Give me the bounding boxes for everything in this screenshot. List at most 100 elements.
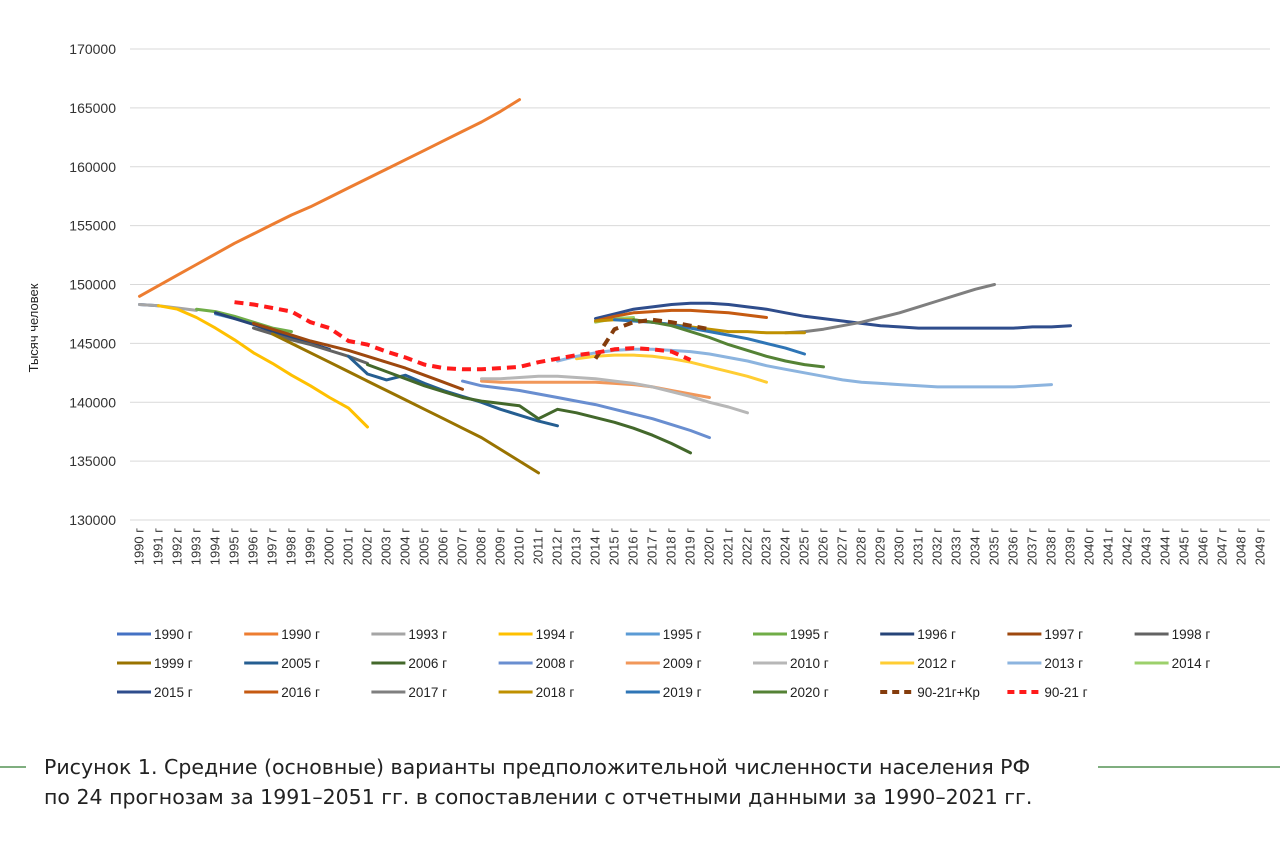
legend-label: 2020 г [790, 685, 829, 700]
x-tick-label: 2002 г [360, 528, 375, 566]
x-tick-label: 2014 г [588, 528, 603, 566]
x-tick-label: 2013 г [569, 528, 584, 566]
series-line [140, 100, 520, 297]
x-tick-label: 2023 г [759, 528, 774, 566]
x-tick-label: 2006 г [436, 528, 451, 566]
legend-label: 2014 г [1172, 656, 1211, 671]
legend-label: 2013 г [1044, 656, 1083, 671]
y-tick-label: 165000 [69, 100, 116, 116]
legend: 1990 г 1990 г 1993 г 1994 г 1995 г 1995 г 1996… [117, 627, 1210, 700]
y-tick-label: 170000 [69, 41, 116, 57]
x-tick-label: 2029 г [873, 528, 888, 566]
x-tick-label: 2024 г [778, 528, 793, 566]
x-tick-label: 1993 г [189, 528, 204, 566]
legend-label: 1997 г [1044, 627, 1083, 642]
x-tick-label: 2012 г [550, 528, 565, 566]
x-tick-label: 2008 г [474, 528, 489, 566]
x-tick-label: 2016 г [626, 528, 641, 566]
x-tick-label: 2017 г [645, 528, 660, 566]
x-tick-label: 2001 г [341, 528, 356, 566]
y-axis-ticks: 130000 135000 140000 145000 150000 155000 1600… [69, 41, 116, 528]
legend-label: 90-21г+Кр [917, 685, 980, 700]
x-tick-label: 2037 г [1025, 528, 1040, 566]
grid-lines [130, 49, 1270, 520]
x-tick-label: 2021 г [721, 528, 736, 566]
x-axis-ticks: 1990 г 1991 г 1992 г 1993 г 1994 г 1995 г 1996… [132, 528, 1268, 566]
x-tick-label: 2030 г [892, 528, 907, 566]
x-tick-label: 2035 г [987, 528, 1002, 566]
x-tick-label: 2034 г [968, 528, 983, 566]
x-tick-label: 1996 г [246, 528, 261, 566]
x-tick-label: 2033 г [949, 528, 964, 566]
legend-label: 2017 г [408, 685, 447, 700]
legend-label: 2008 г [536, 656, 575, 671]
legend-label: 2006 г [408, 656, 447, 671]
y-tick-label: 160000 [69, 159, 116, 175]
x-tick-label: 2045 г [1177, 528, 1192, 566]
x-tick-label: 2031 г [911, 528, 926, 566]
legend-label: 2012 г [917, 656, 956, 671]
x-tick-label: 2019 г [683, 528, 698, 566]
x-tick-label: 2007 г [455, 528, 470, 566]
x-tick-label: 2028 г [854, 528, 869, 566]
legend-label: 90-21 г [1044, 685, 1087, 700]
x-tick-label: 2039 г [1063, 528, 1078, 566]
y-tick-label: 145000 [69, 335, 116, 351]
legend-label: 1990 г [154, 627, 193, 642]
x-tick-label: 2003 г [379, 528, 394, 566]
legend-label: 1990 г [281, 627, 320, 642]
legend-label: 2015 г [154, 685, 193, 700]
x-tick-label: 2009 г [493, 528, 508, 566]
x-tick-label: 2011 г [531, 528, 546, 565]
y-axis-label: Тысяч человек [26, 283, 41, 372]
x-tick-label: 1999 г [303, 528, 318, 566]
legend-label: 2019 г [663, 685, 702, 700]
caption-text: Рисунок 1. Средние (основные) варианты п… [44, 752, 1094, 812]
x-tick-label: 2044 г [1158, 528, 1173, 566]
x-tick-label: 2032 г [930, 528, 945, 566]
x-tick-label: 1990 г [132, 528, 147, 566]
legend-label: 1995 г [790, 627, 829, 642]
legend-label: 1995 г [663, 627, 702, 642]
series-line [254, 323, 463, 389]
x-tick-label: 2010 г [512, 528, 527, 566]
x-tick-label: 2048 г [1234, 528, 1249, 566]
y-tick-label: 150000 [69, 277, 116, 293]
figure-caption: Рисунок 1. Средние (основные) варианты п… [0, 752, 1280, 822]
y-tick-label: 135000 [69, 453, 116, 469]
x-tick-label: 1997 г [265, 528, 280, 566]
caption-rule-right [1098, 766, 1280, 768]
legend-label: 2010 г [790, 656, 829, 671]
x-tick-label: 2041 г [1101, 528, 1116, 566]
series-lines [140, 100, 1071, 473]
x-tick-label: 2018 г [664, 528, 679, 566]
x-tick-label: 2049 г [1253, 528, 1268, 566]
x-tick-label: 1991 г [151, 528, 166, 566]
x-tick-label: 2046 г [1196, 528, 1211, 566]
legend-label: 1993 г [408, 627, 447, 642]
x-tick-label: 2027 г [835, 528, 850, 566]
y-tick-label: 130000 [69, 512, 116, 528]
x-tick-label: 1992 г [170, 528, 185, 566]
x-tick-label: 2004 г [398, 528, 413, 566]
legend-label: 1996 г [917, 627, 956, 642]
x-tick-label: 1995 г [227, 528, 242, 566]
legend-label: 2009 г [663, 656, 702, 671]
x-tick-label: 2047 г [1215, 528, 1230, 566]
legend-label: 1998 г [1172, 627, 1211, 642]
caption-line-1: Рисунок 1. Средние (основные) варианты п… [44, 752, 1094, 782]
legend-label: 2018 г [536, 685, 575, 700]
x-tick-label: 1998 г [284, 528, 299, 566]
x-tick-label: 2038 г [1044, 528, 1059, 566]
x-tick-label: 2022 г [740, 528, 755, 566]
x-tick-label: 2025 г [797, 528, 812, 566]
caption-line-2: по 24 прогнозам за 1991–2051 гг. в сопос… [44, 782, 1094, 812]
legend-label: 1999 г [154, 656, 193, 671]
legend-label: 1994 г [536, 627, 575, 642]
x-tick-label: 2005 г [417, 528, 432, 566]
caption-rule-left [0, 766, 26, 768]
x-tick-label: 2026 г [816, 528, 831, 566]
x-tick-label: 2043 г [1139, 528, 1154, 566]
y-tick-label: 140000 [69, 394, 116, 410]
y-tick-label: 155000 [69, 218, 116, 234]
